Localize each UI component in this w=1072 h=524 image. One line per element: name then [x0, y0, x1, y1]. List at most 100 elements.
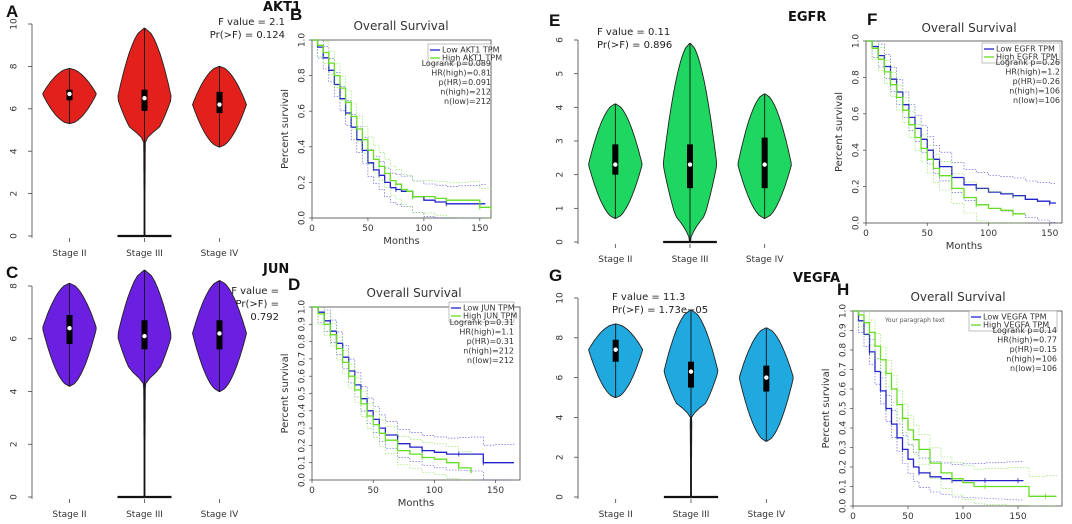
panel-label: A — [6, 2, 18, 21]
y-tick-label: 0.7 — [839, 362, 849, 376]
y-tick-label: 4 — [556, 414, 566, 420]
y-axis-label: Percent survival — [280, 89, 291, 169]
panel-g-violin: G VEGFA 0 2 4 6 8 10 F value = 11.3 Pr(>F) = 1.73… — [549, 266, 840, 520]
confidence-band-low — [312, 39, 486, 219]
y-tick-label: 0.5 — [298, 386, 308, 400]
survival-curve-high — [866, 40, 1026, 215]
violin-median — [613, 347, 618, 352]
stat-text: F value = 11.3 — [612, 292, 685, 303]
confidence-band-high — [853, 310, 1057, 507]
y-tick-label: 0.3 — [298, 421, 308, 435]
x-tick-label: 50 — [922, 229, 934, 239]
x-tick-label: Stage II — [52, 249, 86, 259]
x-tick-label: 50 — [362, 224, 374, 234]
y-tick-label: 0.2 — [839, 460, 849, 474]
violin-median — [67, 326, 72, 331]
y-tick-label: 2 — [10, 441, 20, 447]
y-axis-label: Percent survival — [834, 92, 845, 172]
y-tick-label: 2 — [556, 454, 566, 460]
panel-label: F — [867, 10, 877, 29]
y-tick-label: 4 — [10, 148, 20, 154]
y-tick-label: 6 — [556, 374, 566, 380]
stat-text: F value = 2.1 — [218, 17, 285, 28]
legend-label-low: Low VEGFA TPM — [983, 313, 1047, 322]
y-tick-label: 0.4 — [298, 139, 308, 154]
y-tick-label: 10 — [10, 18, 20, 30]
x-tick-label: 0 — [309, 224, 315, 234]
x-tick-label: 0 — [309, 486, 315, 496]
y-tick-label: 6 — [10, 106, 20, 112]
y-tick-label: 6 — [10, 336, 20, 342]
legend-box — [448, 301, 515, 323]
x-tick-label: 100 — [426, 486, 443, 496]
confidence-band-high — [312, 306, 472, 457]
survival-stat: p(HR)=0.15 — [1010, 345, 1057, 354]
panel-label: C — [6, 263, 18, 282]
y-tick-label: 0 — [556, 494, 566, 500]
y-tick-label: 0.4 — [839, 421, 849, 436]
stat-text: 0.233 Pr(>F) = — [204, 299, 279, 310]
legend-box — [968, 310, 1058, 332]
x-tick-label: Stage III — [673, 510, 710, 520]
x-tick-label: Stage IV — [201, 510, 240, 520]
x-tick-label: Stage III — [672, 255, 709, 265]
survival-stat: HR(high)=1.2 — [1005, 68, 1060, 77]
y-tick-label: 0 — [10, 494, 20, 500]
y-tick-label: 0.9 — [298, 317, 308, 332]
stat-text: Pr(>F) = 0.896 — [597, 40, 672, 51]
panel-h-survival: H Overall Survival 0.0 0.1 0.2 0.3 0.4 0.5 0.6 0.… — [821, 280, 1063, 522]
x-tick-label: Stage II — [52, 510, 86, 520]
annotation-text: Your paragraph text — [884, 317, 945, 324]
survival-stat: n(low)=106 — [1013, 96, 1060, 105]
x-tick-label: Stage IV — [747, 510, 786, 520]
x-tick-label: 100 — [415, 224, 432, 234]
violin-median — [762, 162, 767, 167]
confidence-band-high — [853, 310, 1057, 477]
violin-median — [613, 162, 618, 167]
stat-text: Pr(>F) = 1.73e−05 — [612, 305, 708, 316]
y-tick-label: 0.4 — [298, 403, 308, 418]
survival-stat: HR(high)=0.77 — [997, 336, 1057, 345]
x-tick-label: 100 — [980, 229, 997, 239]
plot-title: Overall Survival — [921, 21, 1016, 35]
y-tick-label: 0.0 — [852, 216, 862, 231]
panel-label: H — [837, 280, 849, 299]
violin-iqr-box — [612, 144, 619, 175]
survival-stat: n(low)=106 — [1010, 364, 1057, 373]
stat-text: F value = — [231, 286, 279, 297]
survival-stat: HR(high)=1.1 — [459, 328, 514, 337]
legend-label-high: High JUN TPM — [463, 312, 517, 321]
panel-f-survival: F Overall Survival 0.0 0.2 0.4 0.6 0.8 1.0 0 50 10… — [834, 10, 1063, 252]
confidence-band-low — [312, 306, 515, 446]
y-tick-label: 0.1 — [839, 479, 849, 493]
panel-a-violin: A AKT1 0 2 4 6 8 10 F value = 2.1 Pr(>F) = 0.124 S… — [6, 0, 301, 259]
confidence-band-high — [866, 40, 1026, 197]
survival-stat: n(high)=106 — [1006, 355, 1057, 364]
y-tick-label: 0.2 — [298, 438, 308, 452]
plot-frame — [865, 40, 1063, 224]
violin-median — [217, 102, 222, 107]
survival-stat: Logrank p=0.14 — [993, 326, 1057, 335]
y-tick-label: 0.0 — [298, 211, 308, 226]
violin-median — [764, 375, 769, 380]
legend-label-low: Low EGFR TPM — [996, 45, 1055, 54]
confidence-band-low — [853, 310, 1024, 465]
violin-median — [142, 333, 147, 339]
y-tick-label: 0.8 — [852, 70, 862, 85]
y-tick-label: 10 — [556, 292, 566, 304]
y-tick-label: 2 — [556, 172, 566, 178]
survival-stat: n(low)=212 — [467, 356, 514, 365]
survival-stat: n(high)=106 — [1009, 87, 1060, 96]
y-tick-label: 0.4 — [852, 143, 862, 158]
survival-stat: n(high)=212 — [440, 88, 491, 97]
y-tick-label: 3 — [556, 138, 566, 144]
survival-curve-high — [312, 306, 472, 474]
violin-iqr-box — [688, 361, 694, 388]
survival-stat: n(low)=212 — [444, 97, 491, 106]
survival-stat: Logrank p=0.31 — [450, 318, 514, 327]
y-tick-label: 0.6 — [298, 104, 308, 119]
panel-label: E — [549, 11, 560, 30]
x-tick-label: 150 — [471, 224, 488, 234]
survival-stat: n(high)=212 — [463, 347, 514, 356]
